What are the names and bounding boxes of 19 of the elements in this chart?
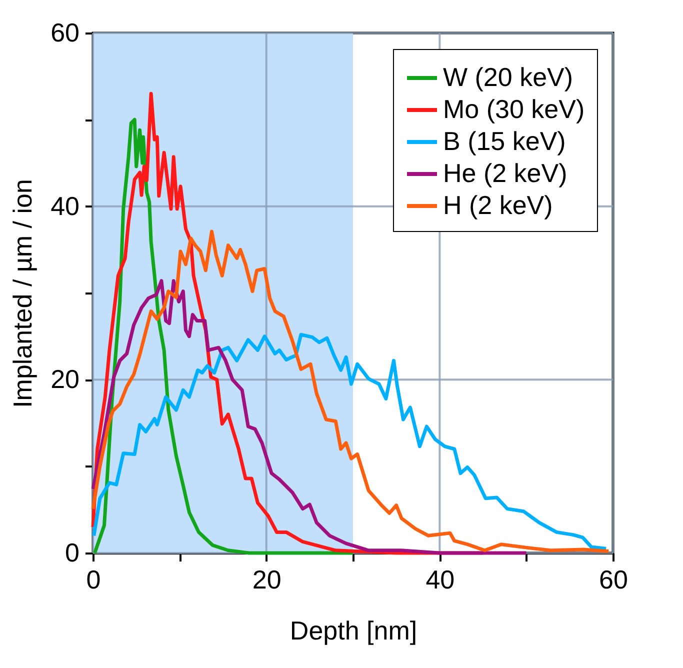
line-series xyxy=(92,332,608,550)
y-tick-label: 20 xyxy=(50,364,80,394)
y-axis-title: Implanted / µm / ion xyxy=(8,179,38,408)
y-tick-label: 60 xyxy=(50,18,80,48)
y-tick-label: 40 xyxy=(50,190,80,221)
legend-label: B (15 keV) xyxy=(443,126,566,156)
x-axis-title: Depth [nm] xyxy=(290,616,418,646)
legend-label: He (2 keV) xyxy=(443,158,568,188)
line-series xyxy=(92,118,355,555)
legend-label: H (2 keV) xyxy=(443,190,553,220)
legend-label: Mo (30 keV) xyxy=(443,94,585,124)
line-series xyxy=(91,230,610,554)
line-series xyxy=(91,279,528,555)
legend-label: W (20 keV) xyxy=(443,62,574,92)
x-tick-label: 60 xyxy=(599,564,628,594)
y-tick-label: 0 xyxy=(65,538,80,568)
x-tick-label: 20 xyxy=(252,564,282,594)
x-tick-label: 0 xyxy=(86,564,101,594)
x-tick-label: 40 xyxy=(426,564,455,594)
